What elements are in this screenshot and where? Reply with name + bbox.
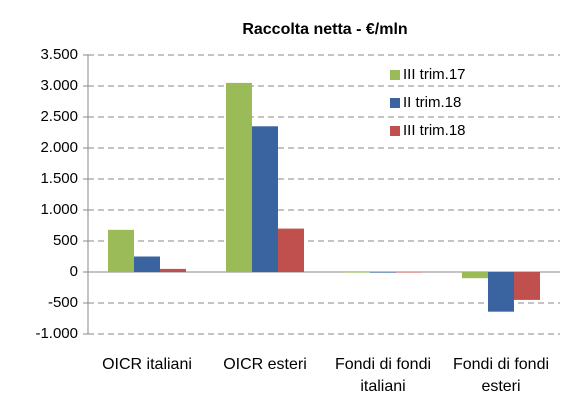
legend-swatch (390, 126, 400, 136)
legend-swatch (390, 98, 400, 108)
y-tick-label: 0 (70, 263, 78, 280)
bar (252, 126, 278, 272)
legend-label: III trim.18 (403, 122, 466, 139)
bar (108, 229, 134, 272)
bar (226, 82, 252, 273)
legend-swatch (390, 70, 400, 80)
legend-label: II trim.18 (403, 94, 461, 111)
bar (344, 272, 370, 273)
bar (160, 268, 186, 272)
y-tick-label: 2.000 (40, 139, 78, 156)
bar (514, 272, 540, 300)
bar (488, 272, 514, 312)
legend-label: III trim.17 (403, 66, 466, 83)
bar (396, 272, 422, 273)
bar (462, 272, 488, 279)
y-tick-label: 3.000 (40, 77, 78, 94)
x-tick-label: OICR italiani (102, 356, 192, 373)
y-tick-label: 500 (53, 232, 78, 249)
x-tick-label: Fondi di fondi esteri (452, 356, 550, 395)
chart-title: Raccolta netta - €/mln (242, 21, 407, 38)
bar (370, 272, 396, 273)
y-tick-label: 1.500 (40, 170, 78, 187)
y-tick-label: -500 (48, 294, 78, 311)
y-tick-label: 2.500 (40, 108, 78, 125)
y-tick-label: 3.500 (40, 46, 78, 63)
bar (134, 256, 160, 272)
x-tick-label: OICR esteri (223, 356, 307, 373)
x-tick-label: Fondi di fondi italiani (334, 356, 432, 395)
bar (278, 228, 304, 272)
y-tick-label: -1.000 (35, 325, 78, 342)
y-tick-label: 1.000 (40, 201, 78, 218)
